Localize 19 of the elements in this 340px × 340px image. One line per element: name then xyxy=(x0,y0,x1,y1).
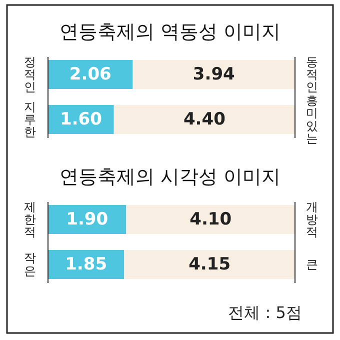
y-tick-label: 작은 xyxy=(24,251,36,278)
y-tick-label: 제한적 xyxy=(24,200,36,240)
text: 전체 : 5점 xyxy=(228,303,302,322)
chart-title: 연등축제의 역동성 이미지 xyxy=(59,21,281,43)
y-tick-label: 지루한 xyxy=(24,100,36,140)
text: 큰 xyxy=(306,258,318,272)
data-label: 2.06 xyxy=(69,64,112,84)
text: 동적인 xyxy=(306,54,318,94)
text: 개방적 xyxy=(306,200,318,240)
data-label: 1.90 xyxy=(66,210,108,230)
text: 흥미있는 xyxy=(306,94,318,146)
data-label: 4.10 xyxy=(190,210,232,230)
data-label: 4.40 xyxy=(183,110,226,130)
data-label: 3.94 xyxy=(192,64,236,84)
chart-title: 연등축제의 시각성 이미지 xyxy=(59,166,281,188)
data-label: 4.15 xyxy=(188,254,231,274)
y-tick-label: 정적인 xyxy=(24,54,36,94)
data-label: 1.60 xyxy=(60,110,102,130)
data-label: 1.85 xyxy=(65,254,108,274)
